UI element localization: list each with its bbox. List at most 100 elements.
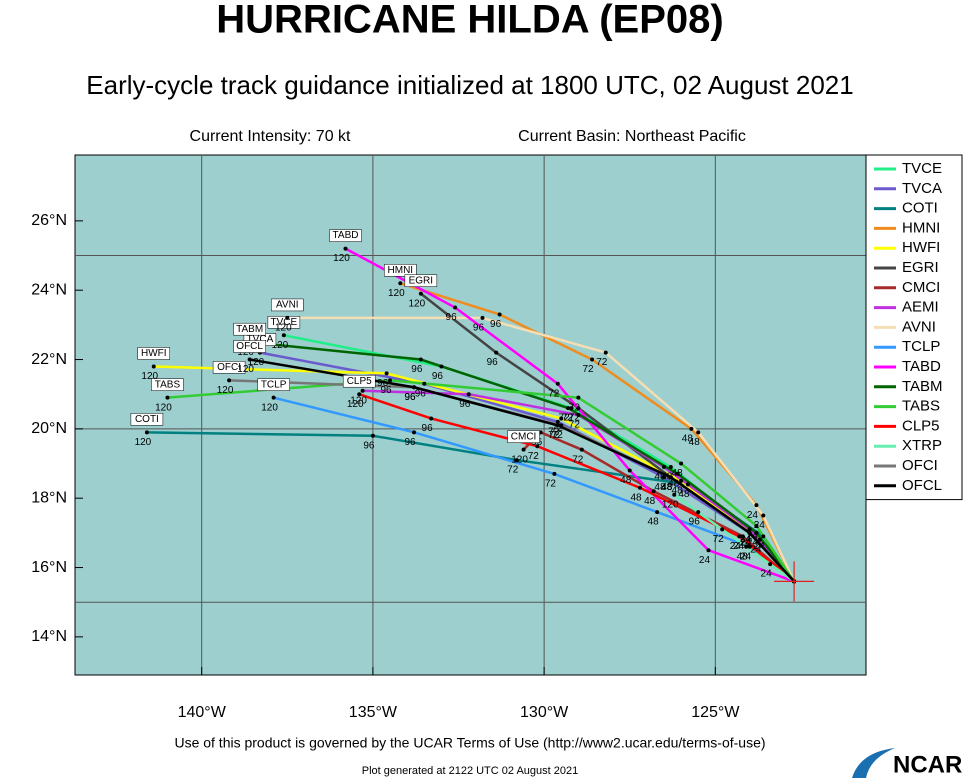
hour-label: 24 — [733, 541, 745, 552]
chart-subtitle: Early-cycle track guidance initialized a… — [86, 70, 853, 100]
hour-label: 72 — [548, 430, 560, 441]
model-tag-box — [384, 264, 417, 277]
model-tag: EGRI — [409, 275, 433, 286]
track-point — [757, 537, 762, 542]
hour-label: 48 — [630, 492, 642, 503]
track-point — [285, 315, 290, 320]
hour-label: 120 — [248, 357, 265, 368]
model-tag: TVCA — [247, 334, 274, 345]
track-point — [679, 478, 684, 483]
hour-label: 120 — [511, 454, 528, 465]
track-point — [679, 461, 684, 466]
model-tag-box — [233, 340, 266, 353]
legend-label: OFCL — [902, 477, 942, 494]
legend-label: AVNI — [902, 318, 936, 335]
track-point — [747, 527, 752, 532]
hour-label: 72 — [559, 413, 571, 424]
track-point — [675, 471, 680, 476]
hour-label: 24 — [747, 531, 759, 542]
legend-label: TVCE — [902, 160, 942, 177]
track-point — [559, 423, 564, 428]
model-tag-box — [271, 298, 304, 312]
track-point — [761, 534, 766, 539]
hour-label: 48 — [620, 475, 632, 486]
legend-label: CLP5 — [902, 417, 940, 434]
track-point — [494, 350, 499, 355]
hour-label: 120 — [409, 298, 426, 309]
track-point — [384, 371, 389, 376]
track-point — [247, 357, 252, 362]
track-point — [754, 503, 759, 508]
hour-label: 72 — [596, 357, 608, 368]
track-point — [627, 468, 632, 473]
track-point — [754, 523, 759, 528]
hour-label: 72 — [569, 420, 581, 431]
model-tag: HWFI — [141, 348, 167, 359]
hour-label: 72 — [552, 423, 564, 434]
hour-label: 48 — [644, 496, 656, 507]
hour-label: 72 — [572, 454, 584, 465]
legend-label: TCLP — [902, 338, 940, 355]
hour-label: 24 — [740, 538, 752, 549]
y-tick-label: 14°N — [31, 628, 67, 645]
hour-label: 120 — [662, 499, 679, 510]
basin: Current Basin: Northeast Pacific — [518, 128, 746, 145]
logo-swoosh — [852, 748, 895, 778]
tracks: 24487296120TVCE24487296120TVCA2448729612… — [130, 229, 797, 584]
hour-label: 24 — [740, 551, 752, 562]
track-point — [661, 475, 666, 480]
track-point — [579, 447, 584, 452]
x-tick-label: 130°W — [520, 704, 569, 721]
track-point — [466, 392, 471, 397]
logo-text: NCAR — [893, 751, 962, 778]
hour-label: 96 — [446, 312, 458, 323]
model-tag-box — [212, 361, 246, 374]
legend: TVCE TVCA COTI HMNI HWFI EGRI CMCI AEMI AVNI TCLP… — [865, 154, 963, 501]
hour-label: 120 — [141, 371, 158, 382]
hour-label: 24 — [740, 534, 752, 545]
legend-label: TVCA — [902, 180, 942, 197]
intensity: Current Intensity: 70 kt — [190, 128, 352, 145]
hour-label: 120 — [275, 323, 292, 334]
y-tick-label: 20°N — [31, 420, 67, 437]
hour-label: 24 — [754, 541, 766, 552]
track-point — [555, 423, 560, 428]
ncar-logo: NCAR — [852, 748, 962, 778]
terms: Use of this product is governed by the U… — [174, 735, 765, 751]
track-point — [706, 548, 711, 553]
track-point — [747, 530, 752, 535]
track-point — [271, 395, 276, 400]
track-point — [668, 465, 673, 469]
hour-label: 120 — [350, 395, 367, 406]
track-line — [287, 316, 796, 582]
hour-label: 48 — [737, 551, 749, 562]
legend-label: TABS — [902, 398, 940, 415]
track-point — [559, 416, 564, 421]
track-point — [638, 485, 642, 490]
hour-label: 72 — [528, 451, 540, 462]
hour-label: 120 — [261, 402, 278, 413]
hour-label: 120 — [155, 402, 172, 413]
model-tag: CLP5 — [347, 376, 372, 387]
hour-label: 48 — [672, 468, 684, 479]
track-point — [569, 406, 574, 411]
legend-label: HWFI — [902, 239, 940, 256]
track-point — [480, 315, 485, 320]
track-line — [673, 493, 795, 583]
legend-label: TABM — [902, 378, 943, 395]
legend-label: HMNI — [902, 219, 940, 236]
hour-label: 48 — [682, 434, 694, 445]
hour-label: 96 — [363, 440, 375, 451]
track-point — [754, 530, 759, 535]
track-line — [358, 393, 795, 583]
x-tick-label: 135°W — [349, 704, 398, 721]
hour-label: 96 — [380, 385, 392, 396]
hour-label: 24 — [740, 538, 752, 549]
track-line — [344, 247, 795, 583]
hour-label: 24 — [750, 544, 762, 555]
hour-label: 120 — [217, 385, 234, 396]
model-tag: OFCI — [217, 362, 241, 373]
hour-label: 72 — [548, 388, 560, 399]
track-point — [672, 492, 677, 497]
hour-label: 96 — [689, 517, 701, 528]
